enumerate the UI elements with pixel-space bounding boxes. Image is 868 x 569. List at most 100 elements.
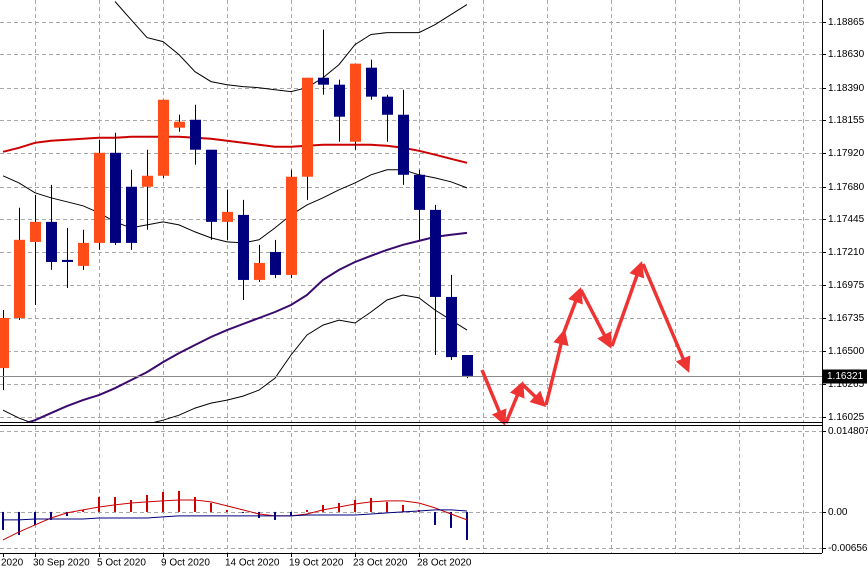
forecast-arrows [480, 261, 691, 426]
macd-panel [2, 490, 468, 541]
histogram-bar [402, 504, 404, 512]
histogram-bar [146, 494, 148, 512]
y-tick-label: 1.16265 [828, 379, 865, 390]
histogram-bar [354, 499, 356, 512]
candle-body [14, 239, 25, 318]
candle-body [126, 186, 137, 243]
y-tick-label: 1.18865 [828, 17, 865, 28]
price-panel [0, 1, 822, 422]
indicator-line [3, 509, 468, 521]
y-tick-label: 1.16025 [828, 412, 865, 423]
candle-body [414, 174, 425, 210]
y-tick-label: 1.17680 [828, 182, 865, 193]
candle-body [206, 149, 217, 222]
x-tick-label: 5 Oct 2020 [97, 558, 146, 569]
y-tick-label: 1.18630 [828, 49, 865, 60]
histogram-bar [66, 511, 68, 516]
candle-body [46, 221, 57, 262]
arrow [579, 289, 612, 349]
arrow [641, 263, 691, 373]
histogram-bar [306, 509, 308, 512]
histogram-bar [34, 511, 36, 525]
histogram-bar [18, 511, 20, 535]
x-tick-label: 9 Oct 2020 [161, 558, 210, 569]
indicator-line [2, 499, 468, 541]
indicator-line [2, 294, 468, 422]
candle-body [190, 119, 201, 150]
arrow [544, 328, 569, 406]
frame [0, 0, 823, 554]
histogram-bar [258, 511, 260, 518]
histogram-bar [162, 491, 164, 512]
indicator-line [25, 231, 468, 422]
candle-body [302, 77, 313, 177]
histogram-bar [82, 509, 84, 512]
candle-body [30, 221, 41, 242]
candle-body [238, 214, 249, 280]
arrow [610, 261, 645, 347]
histogram-bar [2, 511, 4, 530]
histogram-bar [466, 511, 468, 540]
candle-body [0, 317, 9, 369]
y-tick-label: 0.00 [828, 507, 848, 518]
histogram-bar [178, 490, 180, 512]
histogram-bar [322, 504, 324, 512]
last-price-label: 1.16321 [827, 371, 864, 382]
y-tick-label: 1.16735 [828, 313, 865, 324]
indicator-line [114, 1, 468, 93]
candle-body [286, 176, 297, 275]
grid [0, 0, 822, 553]
labels: 1.18865 1.18630 1.18390 1.18155 1.17920 1.176… [1, 17, 868, 569]
histogram-bar [98, 496, 100, 512]
histogram-bar [194, 496, 196, 512]
histogram-bar [50, 511, 52, 520]
x-tick-label: 14 Oct 2020 [225, 558, 280, 569]
x-tick-label: 2020 [1, 558, 24, 569]
indicator-line [2, 135, 468, 164]
arrow [520, 382, 547, 408]
candle-body [142, 175, 153, 187]
histogram-bar [210, 502, 212, 512]
histogram-bar [434, 511, 436, 525]
y-tick-label: 1.16975 [828, 280, 865, 291]
y-tick-label: 1.18155 [828, 115, 865, 126]
candle-body [350, 63, 361, 142]
x-tick-label: 19 Oct 2020 [289, 558, 344, 569]
y-tick-label: 0.014807 [828, 426, 868, 437]
candle-body [446, 296, 457, 358]
histogram-bar [226, 509, 228, 512]
histogram-bar [290, 511, 292, 516]
candle-body [158, 99, 169, 176]
histogram-bar [242, 511, 244, 513]
candle-body [174, 121, 185, 128]
candle-body [382, 96, 393, 115]
arrow [504, 381, 525, 424]
last-price-box [823, 369, 867, 384]
y-tick-label: 1.16500 [828, 346, 865, 357]
y-tick-label: 1.17920 [828, 148, 865, 159]
histogram-bar [386, 501, 388, 512]
candle-body [430, 209, 441, 297]
y-tick-label: -0.00656 [828, 543, 868, 554]
x-tick-label: 28 Oct 2020 [417, 558, 472, 569]
candle-body [94, 152, 105, 243]
indicator-line [2, 169, 468, 244]
y-tick-label: 1.17210 [828, 247, 865, 258]
x-tick-label: 23 Oct 2020 [353, 558, 408, 569]
candle-body [110, 152, 121, 243]
histogram-bar [370, 497, 372, 512]
y-tick-label: 1.18390 [828, 83, 865, 94]
candle-body [62, 259, 73, 262]
y-tick-label: 1.17445 [828, 214, 865, 225]
candle-body [78, 242, 89, 266]
candle-body [366, 67, 377, 97]
arrow [562, 287, 583, 333]
candle-body [222, 211, 233, 222]
histogram-bar [130, 499, 132, 512]
arrow [480, 369, 507, 426]
x-tick-label: 30 Sep 2020 [33, 558, 90, 569]
candle-body [318, 77, 329, 85]
candle-body [398, 114, 409, 175]
candle-body [462, 355, 473, 376]
